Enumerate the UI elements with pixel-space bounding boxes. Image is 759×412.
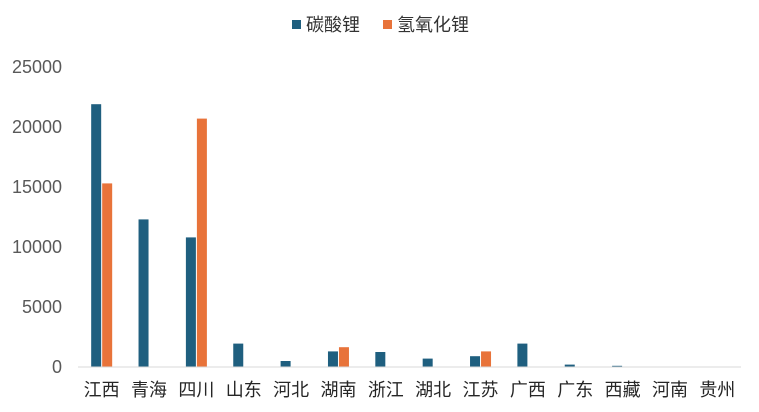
legend: 碳酸锂 氢氧化锂 — [292, 15, 469, 36]
x-tick-label: 江西 — [84, 380, 120, 401]
bar-lithium-carbonate — [327, 351, 338, 367]
y-axis: 0 5000 10000 15000 20000 25000 — [12, 57, 62, 377]
legend-label: 氢氧化锂 — [397, 15, 469, 36]
x-tick-label: 四川 — [178, 380, 214, 401]
y-tick-label: 15000 — [12, 177, 62, 197]
x-tick-label: 广西 — [510, 380, 546, 401]
x-tick-label: 河南 — [652, 380, 688, 401]
y-tick-label: 5000 — [22, 297, 62, 317]
bar-lithium-hydroxide — [481, 351, 492, 367]
y-tick-label: 10000 — [12, 237, 62, 257]
legend-label: 碳酸锂 — [306, 15, 360, 36]
bar-lithium-carbonate — [422, 358, 433, 367]
bar-lithium-carbonate — [612, 365, 623, 367]
x-tick-label: 青海 — [131, 380, 167, 401]
x-tick-label: 河北 — [273, 380, 309, 401]
bars — [91, 104, 623, 367]
bar-lithium-hydroxide — [102, 183, 113, 367]
x-tick-label: 广东 — [557, 380, 593, 401]
y-tick-label: 0 — [52, 357, 62, 377]
x-axis: 江西 青海 四川 山东 河北 湖南 浙江 湖北 江苏 广西 广东 西藏 河南 贵州 — [84, 380, 736, 401]
bar-lithium-carbonate — [470, 356, 481, 367]
x-tick-label: 浙江 — [368, 380, 404, 401]
x-tick-label: 山东 — [226, 380, 262, 401]
bar-lithium-carbonate — [280, 361, 291, 367]
bar-lithium-carbonate — [375, 352, 386, 367]
x-tick-label: 湖南 — [320, 380, 356, 401]
bar-lithium-carbonate — [233, 343, 244, 367]
y-tick-label: 20000 — [12, 117, 62, 137]
bar-lithium-carbonate — [138, 219, 149, 367]
bar-lithium-hydroxide — [196, 118, 207, 367]
x-tick-label: 湖北 — [415, 380, 451, 401]
legend-swatch — [383, 20, 392, 29]
bar-lithium-carbonate — [564, 364, 575, 367]
bar-lithium-carbonate — [185, 237, 196, 367]
bar-lithium-hydroxide — [338, 347, 349, 367]
y-tick-label: 25000 — [12, 57, 62, 77]
bar-lithium-carbonate — [517, 343, 528, 367]
x-tick-label: 贵州 — [699, 380, 735, 401]
x-tick-label: 江苏 — [463, 380, 499, 401]
bar-lithium-carbonate — [91, 104, 102, 367]
legend-swatch — [292, 20, 301, 29]
x-tick-label: 西藏 — [605, 380, 641, 401]
